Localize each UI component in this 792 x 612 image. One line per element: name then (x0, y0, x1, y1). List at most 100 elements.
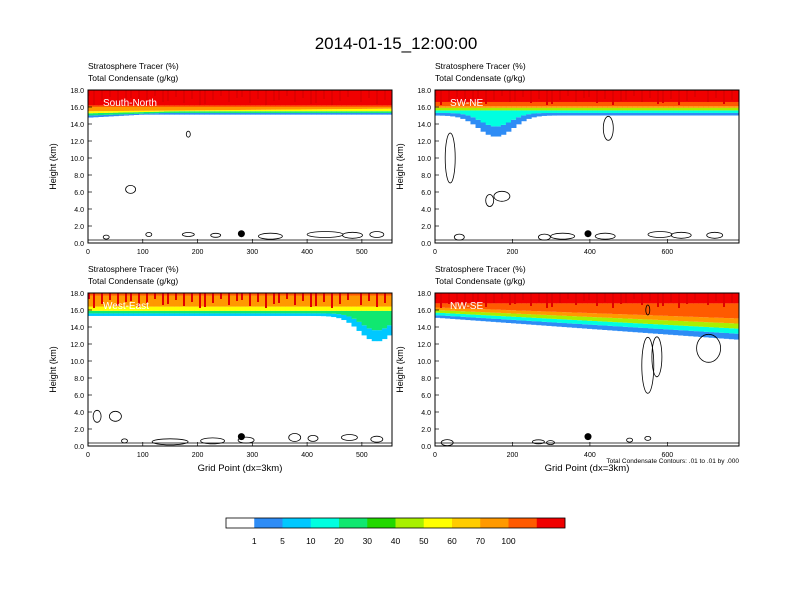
tracer-cell (642, 315, 649, 320)
tracer-cell (280, 295, 286, 307)
tracer-cell (490, 309, 497, 313)
tracer-cell (103, 111, 109, 113)
tracer-cell (214, 293, 221, 296)
tracer-cell (668, 101, 674, 107)
tracer-streak (302, 90, 304, 98)
condensate-contour (493, 190, 511, 202)
tracer-cell (708, 90, 715, 102)
tracer-cell (336, 310, 342, 315)
tracer-cell (576, 312, 583, 317)
tracer-cell (331, 313, 337, 318)
tracer-cell (435, 90, 441, 102)
tracer-cell (597, 321, 603, 326)
tracer-cell (450, 303, 456, 309)
x-tick-label: 600 (662, 249, 674, 256)
tracer-cell (668, 325, 674, 330)
tracer-cell (495, 303, 502, 310)
tracer-cell (341, 295, 347, 307)
tracer-streak (323, 90, 325, 99)
tracer-cell (148, 313, 155, 316)
tracer-cell (93, 90, 99, 106)
tracer-cell (698, 303, 704, 318)
tracer-cell (698, 112, 704, 116)
tracer-cell (381, 112, 388, 115)
tracer-cell (673, 329, 679, 336)
tracer-cell (460, 303, 466, 309)
tracer-streak (167, 293, 169, 304)
tracer-cell (108, 310, 114, 314)
tracer-cell (351, 318, 357, 327)
tracer-cell (733, 323, 740, 329)
tracer-streak (138, 293, 140, 307)
tracer-cell (321, 306, 327, 311)
tracer-cell (465, 303, 471, 309)
tracer-cell (642, 101, 649, 107)
tracer-cell (214, 112, 221, 115)
tracer-cell (133, 295, 140, 307)
tracer-cell (346, 112, 352, 115)
tracer-streak (707, 90, 709, 102)
tracer-streak (723, 293, 725, 307)
tracer-cell (93, 105, 99, 107)
location-marker (237, 230, 245, 238)
tracer-cell (678, 112, 684, 116)
tracer-cell (260, 295, 266, 307)
tracer-cell (571, 90, 578, 102)
tracer-cell (663, 110, 669, 113)
tracer-cell (480, 293, 487, 304)
tracer-cell (275, 310, 281, 314)
tracer-cell (688, 293, 694, 304)
tracer-cell (546, 303, 552, 312)
tracer-cell (516, 293, 522, 304)
tracer-cell (305, 306, 312, 311)
tracer-cell (592, 317, 598, 322)
tracer-streak (265, 90, 267, 105)
tracer-cell (561, 323, 568, 328)
tracer-cell (455, 101, 461, 107)
y-tick-label: 4.0 (74, 410, 84, 417)
tracer-cell (698, 317, 704, 322)
tracer-streak (384, 90, 386, 100)
tracer-cell (310, 111, 317, 113)
tracer-cell (678, 90, 684, 102)
tracer-cell (356, 293, 362, 296)
plot-frame (434, 89, 740, 244)
tracer-cell (531, 321, 537, 325)
tracer-cell (490, 101, 497, 107)
tracer-cell (209, 110, 216, 112)
tracer-cell (209, 313, 216, 316)
tracer-cell (219, 310, 226, 314)
tracer-cell (169, 293, 175, 296)
tracer-cell (179, 313, 185, 316)
tracer-cell (688, 112, 694, 116)
tracer-cell (581, 106, 588, 108)
tracer-cell (673, 90, 679, 102)
tracer-cell (148, 113, 155, 115)
tracer-cell (521, 107, 527, 111)
tracer-streak (567, 90, 569, 96)
tracer-cell (295, 90, 302, 106)
tracer-cell (113, 90, 119, 106)
tracer-cell (470, 303, 476, 309)
tracer-streak (575, 293, 577, 305)
tracer-cell (169, 111, 175, 113)
tracer-cell (693, 303, 699, 317)
tracer-streak (731, 293, 733, 303)
tracer-cell (607, 325, 613, 331)
x-tick-label: 200 (192, 452, 204, 459)
tracer-cell (143, 113, 150, 115)
tracer-cell (214, 107, 221, 111)
tracer-cell (169, 110, 175, 112)
tracer-cell (295, 310, 302, 314)
tracer-cell (723, 101, 730, 107)
tracer-cell (290, 310, 297, 314)
tracer-cell (602, 317, 608, 322)
tracer-cell (189, 111, 195, 113)
tracer-cell (214, 105, 221, 107)
tracer-cell (541, 106, 547, 108)
tracer-cell (556, 101, 563, 107)
tracer-cell (495, 309, 502, 313)
tracer-cell (184, 306, 190, 311)
tracer-cell (204, 110, 210, 112)
